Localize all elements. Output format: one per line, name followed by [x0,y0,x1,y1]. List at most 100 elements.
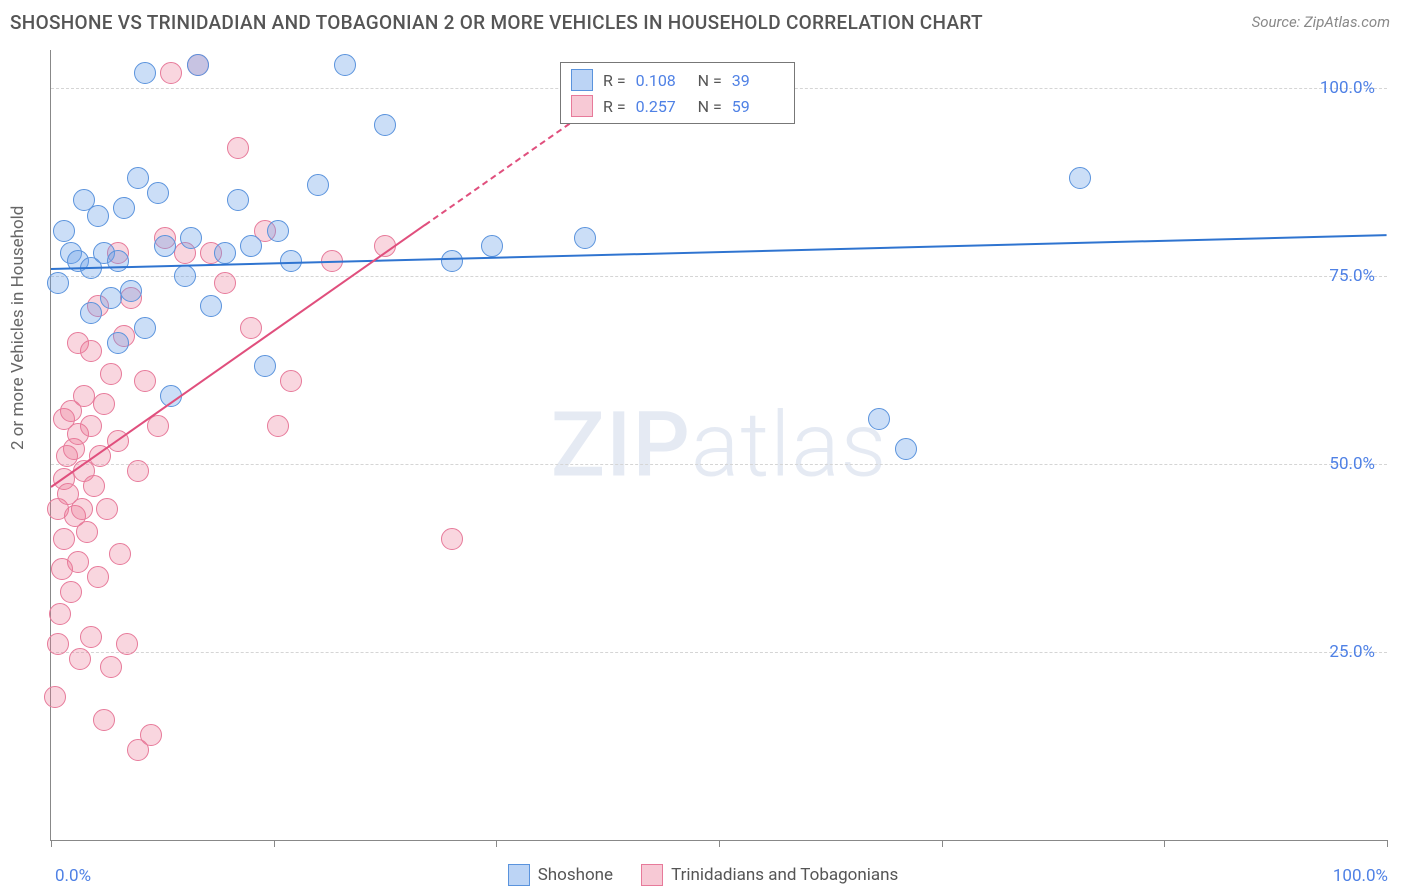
scatter-point [87,205,109,227]
scatter-point [80,302,102,324]
scatter-point [240,317,262,339]
y-tick-label: 50.0% [1329,454,1375,474]
scatter-point [120,280,142,302]
scatter-point [267,415,289,437]
scatter-point [187,54,209,76]
scatter-point [80,415,102,437]
scatter-point [227,137,249,159]
scatter-point [240,235,262,257]
scatter-point [53,528,75,550]
scatter-point [100,287,122,309]
watermark: ZIPatlas [551,393,888,498]
correlation-legend: R = 0.108 N = 39 R = 0.257 N = 59 [560,62,795,124]
scatter-point [134,62,156,84]
scatter-point [71,498,93,520]
x-tick [942,840,943,847]
x-tick [496,840,497,847]
scatter-point [280,250,302,272]
series-legend: Shoshone Trinidadians and Tobagonians [0,864,1406,886]
scatter-point [895,438,917,460]
legend-swatch-blue [508,864,530,886]
scatter-point [180,227,202,249]
scatter-point [441,528,463,550]
scatter-point [80,340,102,362]
legend-n-label: N = [698,97,722,116]
scatter-point [1069,167,1091,189]
scatter-point [441,250,463,272]
scatter-point [160,62,182,84]
scatter-point [96,498,118,520]
scatter-point [47,633,69,655]
scatter-point [80,626,102,648]
scatter-point [374,114,396,136]
legend-swatch-pink [641,864,663,886]
scatter-point [93,709,115,731]
y-tick-label: 25.0% [1329,642,1375,662]
chart-title: SHOSHONE VS TRINIDADIAN AND TOBAGONIAN 2… [10,11,983,34]
scatter-point [60,581,82,603]
scatter-point [47,272,69,294]
gridline [51,276,1387,277]
scatter-point [574,227,596,249]
legend-label-shoshone: Shoshone [538,865,613,885]
scatter-point [214,272,236,294]
scatter-point [100,363,122,385]
legend-r-label: R = [603,97,626,116]
scatter-point [69,648,91,670]
scatter-point [868,408,890,430]
scatter-point [73,385,95,407]
scatter-point [93,393,115,415]
y-axis-label: 2 or more Vehicles in Household [8,206,28,450]
legend-label-trinidadian: Trinidadians and Tobagonians [671,865,898,885]
scatter-point [53,220,75,242]
scatter-point [127,460,149,482]
y-tick-label: 75.0% [1329,266,1375,286]
legend-row-shoshone: R = 0.108 N = 39 [571,67,784,93]
scatter-point [307,174,329,196]
scatter-point [100,656,122,678]
scatter-point [134,317,156,339]
legend-row-trinidadian: R = 0.257 N = 59 [571,93,784,119]
source-attribution: Source: ZipAtlas.com [1252,13,1390,31]
scatter-point [200,295,222,317]
scatter-point [107,332,129,354]
scatter-point [76,521,98,543]
scatter-point [127,167,149,189]
x-tick [719,840,720,847]
scatter-point [87,566,109,588]
scatter-point [147,182,169,204]
legend-swatch-blue [571,69,593,91]
legend-r-label: R = [603,71,626,90]
legend-r-value-2: 0.257 [636,97,688,116]
scatter-point [134,370,156,392]
legend-n-value-2: 59 [732,97,784,116]
scatter-chart: ZIPatlas 25.0% 50.0% 75.0% 100.0% [50,50,1387,841]
scatter-point [140,724,162,746]
scatter-point [214,242,236,264]
scatter-point [49,603,71,625]
x-tick [1164,840,1165,847]
scatter-point [227,189,249,211]
gridline [51,464,1387,465]
legend-item-trinidadian: Trinidadians and Tobagonians [641,864,898,886]
scatter-point [334,54,356,76]
scatter-point [67,551,89,573]
scatter-point [109,543,131,565]
scatter-point [254,355,276,377]
scatter-point [113,197,135,219]
legend-r-value-1: 0.108 [636,71,688,90]
gridline [51,652,1387,653]
scatter-point [154,235,176,257]
scatter-point [44,686,66,708]
scatter-point [174,265,196,287]
scatter-point [83,475,105,497]
scatter-point [116,633,138,655]
y-tick-label: 100.0% [1320,78,1375,98]
scatter-point [280,370,302,392]
legend-n-label: N = [698,71,722,90]
scatter-point [267,220,289,242]
x-tick [1387,840,1388,847]
x-tick [51,840,52,847]
title-bar: SHOSHONE VS TRINIDADIAN AND TOBAGONIAN 2… [0,0,1406,44]
legend-item-shoshone: Shoshone [508,864,613,886]
